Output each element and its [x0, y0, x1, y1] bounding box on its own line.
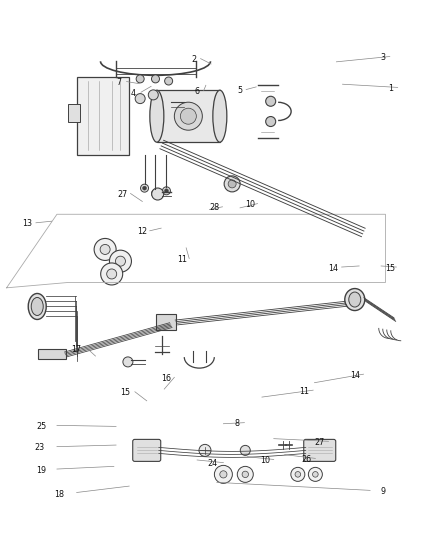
- Circle shape: [224, 176, 240, 192]
- Circle shape: [141, 184, 148, 192]
- Circle shape: [152, 188, 164, 200]
- Text: 14: 14: [350, 371, 360, 379]
- Circle shape: [162, 187, 170, 195]
- Circle shape: [237, 466, 253, 482]
- Circle shape: [214, 465, 233, 483]
- Text: 1: 1: [388, 84, 393, 93]
- Text: 28: 28: [209, 204, 220, 212]
- Text: 13: 13: [22, 220, 32, 228]
- Circle shape: [164, 189, 169, 193]
- Circle shape: [291, 467, 305, 481]
- Circle shape: [242, 471, 248, 478]
- Circle shape: [148, 90, 158, 100]
- Text: 27: 27: [314, 438, 325, 447]
- Text: 7: 7: [117, 78, 122, 87]
- Circle shape: [94, 238, 116, 261]
- Text: 11: 11: [300, 387, 309, 395]
- Text: 5: 5: [237, 86, 243, 95]
- Circle shape: [165, 77, 173, 85]
- FancyBboxPatch shape: [133, 439, 161, 462]
- Circle shape: [152, 75, 159, 83]
- Circle shape: [135, 94, 145, 103]
- Circle shape: [136, 75, 144, 83]
- Bar: [77, 77, 129, 155]
- Bar: [68, 104, 80, 122]
- Text: 16: 16: [162, 374, 171, 383]
- Text: 27: 27: [117, 190, 128, 199]
- Ellipse shape: [150, 90, 164, 142]
- Text: 26: 26: [301, 455, 312, 464]
- Circle shape: [295, 472, 300, 477]
- Bar: [156, 314, 177, 330]
- Text: 24: 24: [207, 459, 218, 468]
- Circle shape: [180, 108, 196, 124]
- Ellipse shape: [349, 292, 361, 307]
- Circle shape: [174, 102, 202, 130]
- Text: 19: 19: [36, 466, 47, 474]
- Text: 3: 3: [381, 53, 386, 62]
- Text: 25: 25: [36, 422, 47, 431]
- Circle shape: [266, 96, 276, 106]
- Text: 15: 15: [120, 389, 130, 397]
- Circle shape: [152, 189, 159, 198]
- Circle shape: [123, 357, 133, 367]
- Text: 10: 10: [245, 200, 254, 209]
- Text: 18: 18: [54, 490, 64, 498]
- Text: 23: 23: [34, 443, 45, 452]
- FancyBboxPatch shape: [304, 439, 336, 462]
- Circle shape: [116, 256, 125, 266]
- Circle shape: [308, 467, 322, 481]
- Circle shape: [240, 446, 250, 455]
- Text: 17: 17: [71, 345, 82, 353]
- Text: 6: 6: [194, 87, 200, 96]
- Circle shape: [100, 245, 110, 254]
- Circle shape: [142, 186, 147, 190]
- Text: 9: 9: [381, 487, 386, 496]
- Text: 10: 10: [260, 456, 270, 465]
- Text: 2: 2: [191, 55, 196, 64]
- Ellipse shape: [28, 294, 46, 319]
- Ellipse shape: [31, 297, 43, 316]
- Circle shape: [101, 263, 123, 285]
- Circle shape: [199, 445, 211, 456]
- Text: 12: 12: [137, 228, 148, 236]
- Text: 15: 15: [385, 264, 396, 272]
- Text: 14: 14: [328, 264, 338, 272]
- Text: 8: 8: [234, 419, 239, 428]
- Circle shape: [266, 117, 276, 126]
- Bar: [38, 350, 66, 359]
- Circle shape: [153, 191, 158, 196]
- Circle shape: [228, 180, 236, 188]
- Text: 4: 4: [131, 89, 136, 98]
- Text: 11: 11: [177, 255, 187, 264]
- Circle shape: [110, 250, 131, 272]
- Ellipse shape: [345, 288, 365, 311]
- Ellipse shape: [213, 90, 227, 142]
- Circle shape: [220, 471, 227, 478]
- Circle shape: [107, 269, 117, 279]
- Bar: [157, 90, 220, 142]
- Circle shape: [313, 472, 318, 477]
